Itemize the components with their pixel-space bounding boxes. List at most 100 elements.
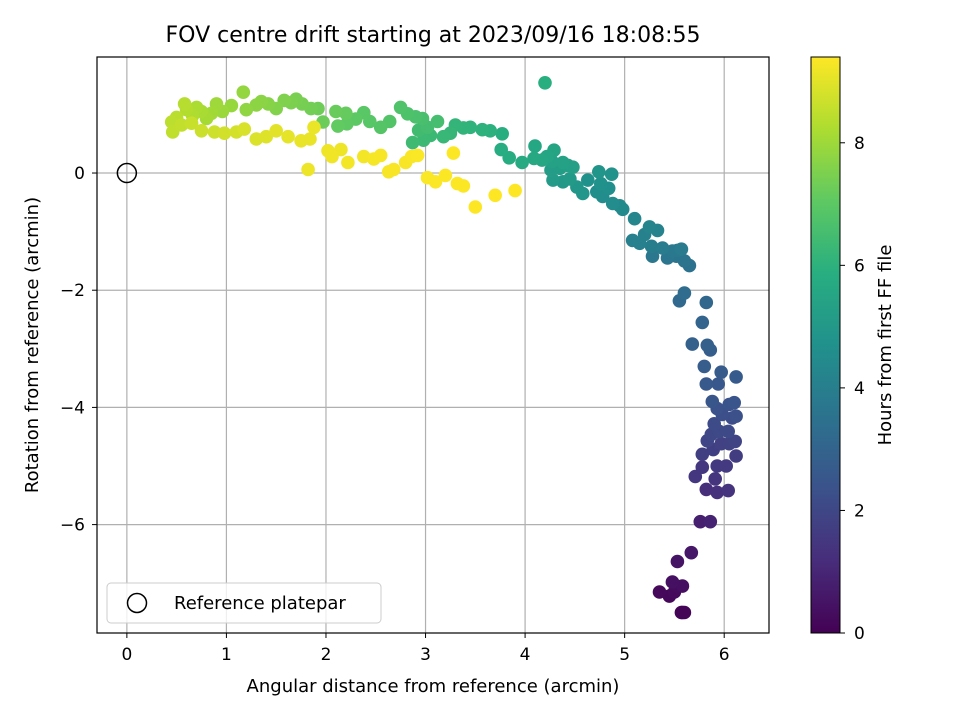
data-point — [685, 337, 700, 351]
data-point — [699, 295, 714, 310]
data-point — [386, 162, 401, 177]
data-point — [515, 155, 529, 170]
data-point — [677, 286, 692, 300]
data-point — [695, 447, 710, 462]
data-point — [695, 460, 710, 475]
data-point — [438, 168, 453, 183]
data-point — [710, 485, 724, 500]
legend-box — [106, 582, 382, 624]
data-point — [325, 149, 339, 164]
plot-frame — [96, 56, 770, 634]
chart-title: FOV centre drift starting at 2023/09/16 … — [166, 23, 701, 48]
data-point — [494, 142, 509, 157]
data-point — [177, 97, 192, 111]
data-point — [410, 148, 425, 163]
data-point — [430, 114, 445, 129]
data-point — [184, 116, 199, 130]
data-point — [670, 554, 685, 569]
data-point — [684, 545, 699, 560]
data-point — [194, 124, 209, 138]
data-point — [581, 173, 595, 187]
y-tick-label: −2 — [60, 281, 85, 301]
x-axis-label: Angular distance from reference (arcmin) — [247, 676, 620, 697]
data-point — [627, 211, 642, 226]
legend-label: Reference platepar — [174, 593, 346, 614]
data-point — [475, 122, 490, 137]
data-point — [508, 183, 522, 198]
data-point — [677, 605, 692, 620]
data-point — [714, 365, 728, 380]
x-tick-label: 0 — [121, 645, 132, 665]
data-point — [699, 377, 714, 391]
data-point — [236, 85, 251, 99]
y-ticks: −6 −4 −2 0 — [60, 164, 97, 536]
data-point — [594, 176, 608, 191]
data-point — [642, 220, 657, 234]
data-points — [164, 76, 743, 620]
x-tick-label: 2 — [321, 645, 332, 665]
x-ticks: 0 1 2 3 4 5 6 — [121, 633, 730, 665]
data-point — [655, 241, 670, 255]
colorbar: 0 2 4 6 8 Hours from first FF file — [810, 56, 896, 644]
data-point — [393, 100, 408, 115]
y-tick-label: −6 — [60, 516, 85, 536]
data-point — [563, 172, 577, 186]
data-point — [217, 126, 232, 140]
legend: Reference platepar — [106, 582, 382, 624]
data-point — [239, 102, 254, 117]
data-point — [207, 125, 222, 139]
colorbar-tick-label: 2 — [854, 501, 865, 521]
x-tick-label: 5 — [619, 645, 630, 665]
colorbar-tick-label: 4 — [854, 379, 865, 399]
data-point — [699, 482, 714, 497]
data-point — [705, 394, 720, 409]
y-tick-label: −4 — [60, 398, 85, 418]
data-point — [259, 129, 274, 144]
data-point — [727, 395, 741, 410]
legend-marker-icon — [126, 592, 148, 614]
data-point — [373, 120, 388, 135]
data-point — [436, 129, 451, 144]
y-tick-label: 0 — [74, 164, 85, 184]
data-point — [707, 417, 721, 431]
data-point — [729, 370, 743, 384]
data-point — [697, 359, 712, 374]
colorbar-gradient — [810, 56, 841, 634]
data-point — [269, 124, 284, 138]
data-point — [303, 132, 317, 146]
data-point — [625, 233, 640, 248]
data-point — [719, 459, 733, 473]
data-point — [556, 155, 570, 170]
data-point — [468, 200, 483, 214]
data-point — [665, 575, 680, 589]
data-point — [674, 242, 689, 256]
data-point — [605, 196, 620, 211]
data-point — [700, 338, 715, 353]
reference-marker — [116, 162, 138, 184]
data-point — [644, 239, 659, 254]
data-point — [721, 483, 735, 498]
colorbar-tick-label: 8 — [854, 134, 865, 154]
data-point — [711, 377, 725, 391]
data-point — [495, 127, 510, 141]
data-point — [307, 120, 321, 135]
x-tick-label: 4 — [520, 645, 531, 665]
data-point — [604, 167, 619, 181]
data-point — [446, 146, 461, 160]
colorbar-label: Hours from first FF file — [875, 245, 896, 446]
data-point — [688, 469, 703, 484]
data-point — [652, 585, 667, 599]
data-point — [237, 122, 252, 136]
data-point — [456, 179, 471, 193]
data-point — [331, 119, 345, 133]
data-point — [703, 514, 718, 529]
x-tick-label: 1 — [221, 645, 232, 665]
data-point — [729, 409, 743, 424]
data-point — [329, 104, 343, 119]
data-point — [373, 148, 388, 163]
x-tick-label: 3 — [420, 645, 431, 665]
grid-lines — [97, 57, 769, 633]
x-tick-label: 6 — [719, 645, 730, 665]
data-point — [488, 188, 503, 203]
